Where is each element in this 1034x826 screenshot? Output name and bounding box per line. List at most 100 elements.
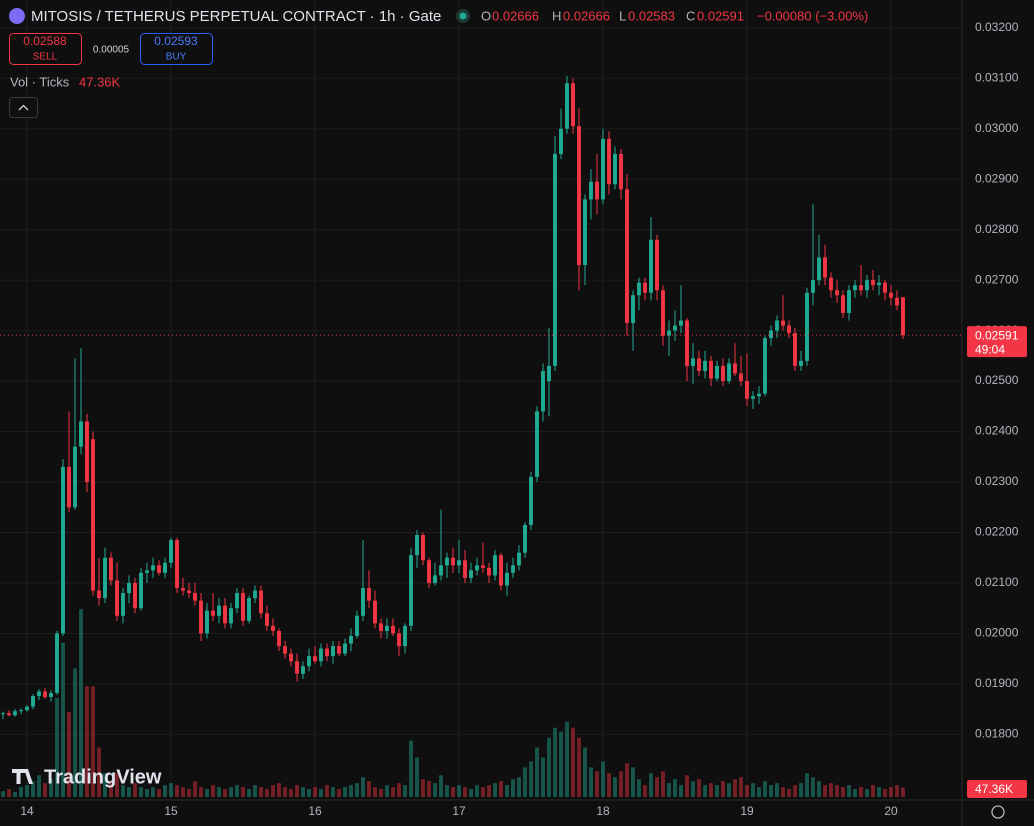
status-dot-inner [459, 12, 467, 20]
buy-label: BUY [166, 52, 187, 63]
candle-body [13, 711, 17, 716]
candle-body [853, 285, 857, 291]
volume-bar [721, 781, 725, 797]
watermark: TradingView [44, 766, 162, 788]
volume-bar [547, 737, 551, 797]
volume-legend: Vol · Ticks [10, 74, 70, 89]
volume-bar [295, 785, 299, 797]
volume-bar [25, 785, 29, 797]
volume-bar [847, 785, 851, 797]
candle-body [613, 153, 617, 185]
volume-bar [385, 785, 389, 797]
change: −0.00080 (−3.00%) [757, 8, 868, 23]
candle-body [229, 608, 233, 624]
candle-body [223, 605, 227, 624]
watermark-logo [12, 769, 33, 784]
volume-bar [67, 711, 71, 797]
chart-title[interactable]: MITOSIS / TETHERUS PERPETUAL CONTRACT · … [31, 8, 441, 25]
ohlc-value: 0.02666 [492, 8, 539, 23]
candle-body [739, 373, 743, 382]
y-tick-label: 0.02500 [975, 373, 1019, 387]
candle-body [271, 625, 275, 631]
volume-bar [619, 771, 623, 797]
volume-bar [19, 787, 23, 797]
candle-body [253, 590, 257, 599]
volume-bar [553, 727, 557, 797]
volume-bar [787, 789, 791, 797]
volume-bar [469, 789, 473, 797]
volume-bar [523, 767, 527, 797]
candle-body [655, 239, 659, 291]
volume-bar [343, 787, 347, 797]
candle-body [199, 600, 203, 634]
candle-body [763, 338, 767, 394]
volume-bar [835, 785, 839, 797]
x-tick-label: 16 [308, 804, 322, 818]
y-tick-label: 0.02300 [975, 474, 1019, 488]
candle-body [841, 295, 845, 313]
volume-bar [355, 783, 359, 797]
candle-body [151, 565, 155, 571]
sell-button[interactable] [9, 33, 82, 65]
symbol-icon [9, 8, 25, 24]
volume-bar [805, 773, 809, 797]
settings-icon[interactable] [991, 805, 1005, 819]
candle-body [871, 280, 875, 286]
candle-body [625, 189, 629, 324]
volume-bar [421, 779, 425, 797]
volume-bar [799, 783, 803, 797]
candle-body [313, 656, 317, 662]
volume-bar [259, 787, 263, 797]
volume-bar [763, 781, 767, 797]
volume-bar [109, 781, 113, 797]
volume-bar [457, 785, 461, 797]
volume-bar [391, 787, 395, 797]
volume-bar [7, 789, 11, 797]
candle-body [505, 572, 509, 586]
collapse-button[interactable] [9, 97, 38, 118]
grid [0, 0, 960, 800]
volume-bar [133, 783, 137, 797]
volume-bar [625, 763, 629, 797]
candle-body [241, 593, 245, 621]
volume-bar [139, 787, 143, 797]
volume-bar [91, 686, 95, 797]
y-tick-label: 0.03100 [975, 70, 1019, 84]
axes: 0.01800 0.01900 0.02000 0.02100 0.02200 0.023… [20, 20, 1027, 818]
candle-body [511, 565, 515, 573]
volume-bar [853, 789, 857, 797]
candle-body [697, 358, 701, 371]
volume-bar [361, 777, 365, 797]
candle-body [691, 358, 695, 366]
volume-bar [193, 781, 197, 797]
volume-bar [685, 775, 689, 797]
candle-body [61, 466, 65, 634]
volume-bar [151, 787, 155, 797]
volume-bar [367, 781, 371, 797]
candle-body [403, 625, 407, 647]
volume-bar [13, 792, 17, 797]
volume-bar [145, 789, 149, 797]
volume-bar [241, 787, 245, 797]
candle-body [865, 280, 869, 291]
volume-bar [487, 785, 491, 797]
candle-body [787, 325, 791, 334]
volume-bar [187, 789, 191, 797]
candle-body [745, 381, 749, 399]
volume-bar [403, 785, 407, 797]
volume-bar [337, 789, 341, 797]
volume-bar [709, 783, 713, 797]
candle-body [469, 570, 473, 578]
volume-bar [229, 787, 233, 797]
x-tick-label: 17 [452, 804, 466, 818]
volume-bar [751, 783, 755, 797]
candle-body [121, 593, 125, 616]
candle-body [409, 555, 413, 626]
buy-button[interactable] [140, 33, 213, 65]
volume-bar [283, 787, 287, 797]
volume-bar [691, 781, 695, 797]
volume-bar [559, 731, 563, 797]
volume-bar [841, 787, 845, 797]
candle-body [139, 572, 143, 609]
candle-body [811, 280, 815, 293]
